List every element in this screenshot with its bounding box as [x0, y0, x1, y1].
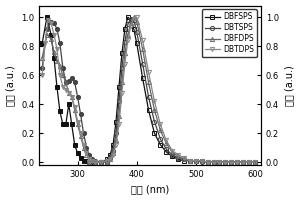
X-axis label: 波长 (nm): 波长 (nm)	[131, 184, 169, 194]
Legend: DBFSPS, DBTSPS, DBFDPS, DBTDPS: DBFSPS, DBTSPS, DBFDPS, DBTDPS	[202, 9, 257, 57]
Y-axis label: 吸收 (a.u.): 吸收 (a.u.)	[6, 65, 16, 106]
Y-axis label: 荧光 (a.u.): 荧光 (a.u.)	[284, 65, 294, 106]
